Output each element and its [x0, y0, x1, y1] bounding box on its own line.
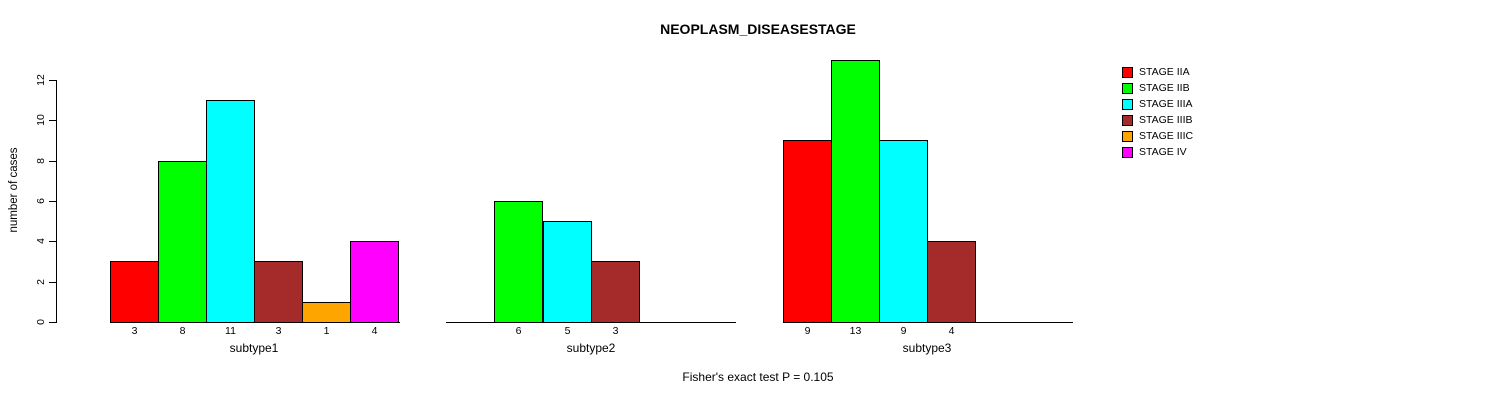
y-tick-mark	[49, 322, 56, 323]
legend-label: STAGE IIIB	[1139, 114, 1193, 126]
bar-count-label: 3	[612, 325, 619, 337]
legend-swatch-icon	[1122, 99, 1133, 110]
y-axis-label: number of cases	[8, 147, 20, 233]
group-label-subtype1: subtype1	[229, 341, 279, 355]
legend-swatch-icon	[1122, 147, 1133, 158]
bar-subtype3-stage-iiib	[927, 241, 976, 323]
bar-count-label: 9	[804, 325, 811, 337]
bar-subtype1-stage-iiib	[254, 261, 303, 323]
bar-subtype1-stage-iia	[110, 261, 159, 323]
y-tick-mark	[49, 201, 56, 202]
y-tick-mark	[49, 120, 56, 121]
bar-count-label: 6	[515, 325, 522, 337]
bar-subtype3-stage-iia	[783, 140, 832, 323]
legend-item: STAGE IIIA	[1122, 98, 1192, 111]
chart-title: NEOPLASM_DISEASESTAGE	[660, 21, 856, 37]
legend-item: STAGE IIIB	[1122, 114, 1192, 127]
legend-label: STAGE IIIC	[1139, 130, 1194, 142]
bar-subtype1-stage-iiia	[206, 100, 255, 323]
bar-subtype2-stage-iiia	[543, 221, 592, 323]
y-tick-label: 8	[35, 158, 47, 164]
bar-count-label: 1	[323, 325, 330, 337]
legend-swatch-icon	[1122, 83, 1133, 94]
legend-item: STAGE IV	[1122, 146, 1187, 159]
bar-subtype3-stage-iiia	[879, 140, 928, 323]
bar-subtype2-stage-iib	[494, 201, 543, 323]
fisher-test-caption: Fisher's exact test P = 0.105	[682, 370, 834, 384]
y-tick-label: 0	[35, 319, 47, 325]
y-tick-label: 10	[35, 114, 47, 126]
y-tick-mark	[49, 161, 56, 162]
bar-subtype2-stage-iiib	[591, 261, 640, 323]
bar-count-label: 8	[179, 325, 186, 337]
bar-count-label: 9	[900, 325, 907, 337]
bar-subtype1-stage-iiic	[302, 302, 351, 323]
legend-item: STAGE IIA	[1122, 66, 1190, 79]
legend-label: STAGE IIIA	[1139, 98, 1193, 110]
y-tick-label: 6	[35, 198, 47, 204]
legend-label: STAGE IIB	[1139, 82, 1190, 94]
legend-swatch-icon	[1122, 115, 1133, 126]
bar-count-label: 3	[131, 325, 138, 337]
y-tick-mark	[49, 80, 56, 81]
y-tick-mark	[49, 282, 56, 283]
bar-count-label: 3	[275, 325, 282, 337]
bar-subtype1-stage-iv	[350, 241, 399, 323]
bar-subtype3-stage-iib	[831, 60, 880, 323]
bar-count-label: 11	[225, 325, 236, 337]
legend-label: STAGE IIA	[1139, 66, 1190, 78]
legend-label: STAGE IV	[1139, 146, 1187, 158]
bar-count-label: 4	[948, 325, 955, 337]
legend-swatch-icon	[1122, 67, 1133, 78]
y-tick-label: 4	[35, 238, 47, 244]
group-label-subtype2: subtype2	[566, 341, 616, 355]
y-tick-label: 2	[35, 279, 47, 285]
bar-count-label: 5	[564, 325, 571, 337]
bar-count-label: 4	[371, 325, 378, 337]
bar-subtype1-stage-iib	[158, 161, 207, 323]
legend-swatch-icon	[1122, 131, 1133, 142]
y-tick-mark	[49, 241, 56, 242]
bar-count-label: 13	[849, 325, 862, 337]
y-tick-label: 12	[35, 74, 47, 86]
legend-item: STAGE IIIC	[1122, 130, 1193, 143]
legend-item: STAGE IIB	[1122, 82, 1190, 95]
y-axis-line	[56, 80, 57, 323]
group-label-subtype3: subtype3	[902, 341, 952, 355]
